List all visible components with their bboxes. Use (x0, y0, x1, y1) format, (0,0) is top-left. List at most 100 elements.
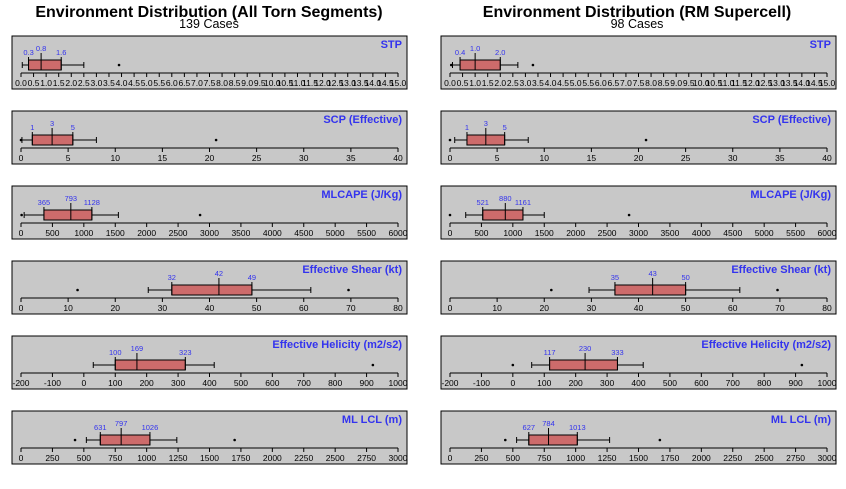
x-tick-label: 3000 (818, 453, 837, 463)
panel-title: STP (810, 39, 831, 51)
outlier-point (531, 63, 535, 67)
column-title-all-torn: Environment Distribution (All Torn Segme… (35, 4, 383, 21)
x-tick-label: 1500 (629, 453, 648, 463)
x-tick-label: 14.5 (377, 78, 394, 88)
box-value-label: 1.6 (56, 48, 66, 57)
x-tick-label: 15.0 (390, 78, 407, 88)
panel-background (11, 35, 408, 90)
x-tick-label: 6.0 (595, 78, 607, 88)
x-tick-label: 40 (393, 153, 403, 163)
box-value-label: 1128 (84, 198, 100, 207)
x-tick-label: 4.5 (557, 78, 569, 88)
iqr-box (171, 284, 253, 296)
panel-title: ML LCL (m) (771, 414, 831, 426)
x-tick-label: 11.5 (731, 78, 747, 88)
panel-title: MLCAPE (J/Kg) (750, 189, 831, 201)
x-tick-label: 15 (158, 153, 168, 163)
x-tick-label: 6000 (389, 228, 408, 238)
x-tick-label: 5000 (755, 228, 774, 238)
x-tick-label: 30 (728, 153, 738, 163)
x-tick-label: 2750 (786, 453, 805, 463)
box-value-label: 2.0 (495, 48, 505, 57)
box-value-label: 365 (38, 198, 51, 207)
box-value-label: 0.8 (36, 44, 46, 53)
x-tick-label: 100 (108, 378, 122, 388)
chart-panel: ML LCL (m) 0 250 500 750 1000 1250 1500 1750 2000… (440, 410, 837, 465)
box-value-label: 793 (65, 194, 78, 203)
x-tick-label: 400 (202, 378, 216, 388)
x-tick-label: 3.0 (90, 78, 102, 88)
panel-title: Effective Helicity (m2/s2) (701, 339, 831, 351)
x-tick-label: 300 (600, 378, 614, 388)
panel-background (440, 410, 837, 465)
x-tick-label: 1250 (598, 453, 617, 463)
x-tick-label: 250 (474, 453, 488, 463)
box-value-label: 50 (681, 273, 689, 282)
x-tick-label: 15.0 (819, 78, 836, 88)
x-tick-label: 6000 (818, 228, 837, 238)
x-tick-label: 7.5 (633, 78, 645, 88)
panel-title: Effective Shear (kt) (302, 264, 402, 276)
column-subtitle-rm-supercell: 98 Cases (610, 17, 664, 31)
box-value-label: 49 (248, 273, 256, 282)
x-tick-label: -100 (473, 378, 490, 388)
x-tick-label: 200 (569, 378, 583, 388)
box-value-label: 0.4 (455, 48, 465, 57)
x-tick-label: 9.5 (254, 78, 266, 88)
x-tick-label: 300 (171, 378, 185, 388)
x-tick-label: 2000 (566, 228, 585, 238)
outlier-point (511, 363, 515, 367)
box-value-label: 32 (168, 273, 176, 282)
outlier-point (449, 63, 453, 67)
x-tick-label: 12.0 (743, 78, 760, 88)
x-tick-label: 600 (265, 378, 279, 388)
x-tick-label: 40 (205, 303, 215, 313)
panel-title: ML LCL (m) (342, 414, 402, 426)
x-tick-label: 13.0 (339, 78, 356, 88)
x-tick-label: -200 (441, 378, 458, 388)
x-tick-label: 14.0 (365, 78, 382, 88)
x-tick-label: 1.5 (482, 78, 494, 88)
x-tick-label: 35 (775, 153, 785, 163)
x-tick-label: 500 (77, 453, 91, 463)
x-tick-label: 0.0 (15, 78, 27, 88)
x-tick-label: 2000 (692, 453, 711, 463)
x-tick-label: 2000 (263, 453, 282, 463)
x-tick-label: 12.0 (314, 78, 331, 88)
outlier-point (198, 213, 202, 217)
x-tick-label: 0 (448, 153, 453, 163)
x-tick-label: 8.5 (229, 78, 241, 88)
outlier-point (20, 213, 23, 217)
x-tick-label: 6.5 (607, 78, 619, 88)
x-tick-label: 80 (822, 303, 832, 313)
x-tick-label: 900 (788, 378, 802, 388)
x-tick-label: 400 (631, 378, 645, 388)
chart-panel: MLCAPE (J/Kg) 0 500 1000 1500 2000 2500 3000 350… (440, 185, 837, 240)
box-value-label: 43 (648, 269, 656, 278)
iqr-box (28, 59, 62, 71)
box-value-label: 169 (131, 344, 144, 353)
x-tick-label: 3000 (389, 453, 408, 463)
x-tick-label: 900 (359, 378, 373, 388)
x-tick-label: 10.0 (264, 78, 281, 88)
x-tick-label: 40 (822, 153, 832, 163)
x-tick-label: 1000 (566, 453, 585, 463)
chart-panel: Effective Helicity (m2/s2) -200 -100 0 100 20… (11, 335, 408, 390)
x-tick-label: 6.0 (166, 78, 178, 88)
x-tick-label: 3500 (660, 228, 679, 238)
column-title-rm-supercell: Environment Distribution (RM Supercell) (482, 4, 792, 21)
outlier-point (503, 438, 507, 442)
x-tick-label: 7.0 (620, 78, 632, 88)
x-tick-label: 5.5 (582, 78, 594, 88)
panel-title: SCP (Effective) (323, 114, 402, 126)
iqr-box (114, 359, 186, 371)
box-value-label: 35 (611, 273, 619, 282)
x-tick-label: 70 (775, 303, 785, 313)
panel-background (440, 35, 837, 90)
panel-background (11, 410, 408, 465)
x-tick-label: 12.5 (327, 78, 344, 88)
outlier-point (19, 138, 23, 142)
x-tick-label: 60 (299, 303, 309, 313)
